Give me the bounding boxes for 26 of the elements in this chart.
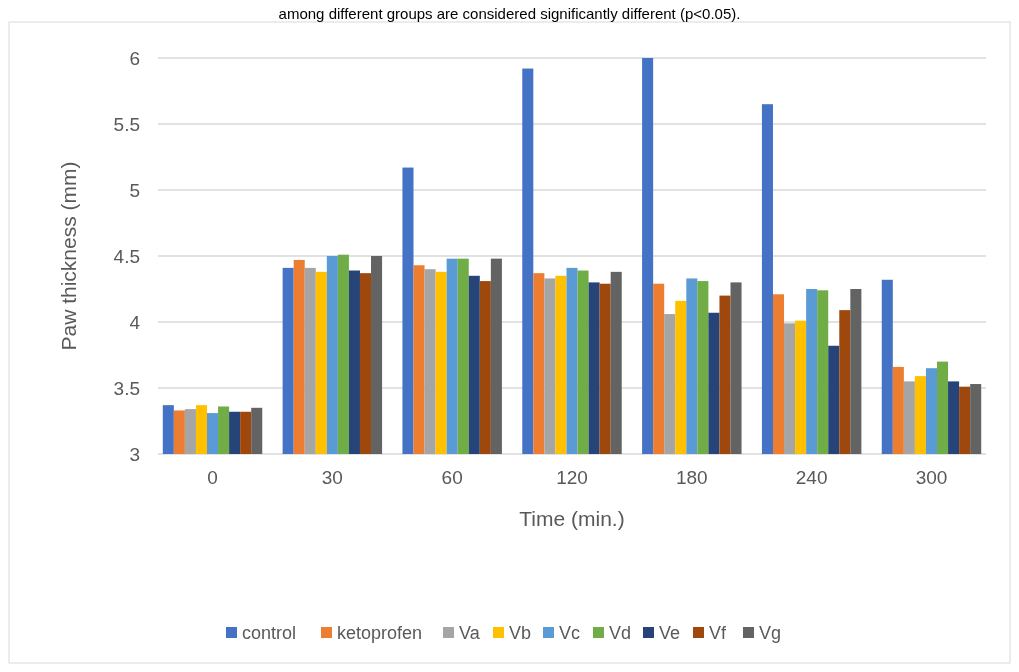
y-tick-label: 5	[129, 179, 140, 201]
legend-label: ketoprofen	[337, 623, 423, 644]
legend-label: Vc	[559, 623, 581, 644]
x-tick-label: 180	[675, 467, 708, 488]
x-tick-label: 60	[441, 467, 463, 488]
legend-label: Vf	[709, 623, 728, 644]
legend-label: Va	[459, 623, 481, 644]
y-tick-label: 3	[129, 443, 140, 465]
legend-label: Vd	[609, 623, 632, 644]
y-axis-title: Paw thickness (mm)	[57, 161, 80, 351]
legend-label: Ve	[659, 623, 681, 644]
y-tick-label: 4	[129, 311, 141, 333]
y-tick-label: 4.5	[113, 245, 140, 267]
x-tick-label: 120	[556, 467, 588, 488]
x-tick-label: 240	[795, 467, 828, 488]
legend-label: control	[242, 623, 297, 644]
text: among different groups are considered significantly different (p<0.05).	[278, 5, 741, 22]
y-tick-label: 3.5	[113, 377, 140, 399]
x-axis-title: Time (min.)	[519, 507, 625, 530]
legend-label: Vb	[509, 623, 532, 644]
legend-label: Vg	[759, 623, 782, 644]
x-tick-label: 300	[915, 467, 948, 488]
y-tick-label: 6	[129, 47, 140, 69]
x-tick-label: 30	[321, 467, 343, 488]
x-tick-label: 0	[207, 467, 218, 488]
y-tick-label: 5.5	[113, 113, 140, 135]
